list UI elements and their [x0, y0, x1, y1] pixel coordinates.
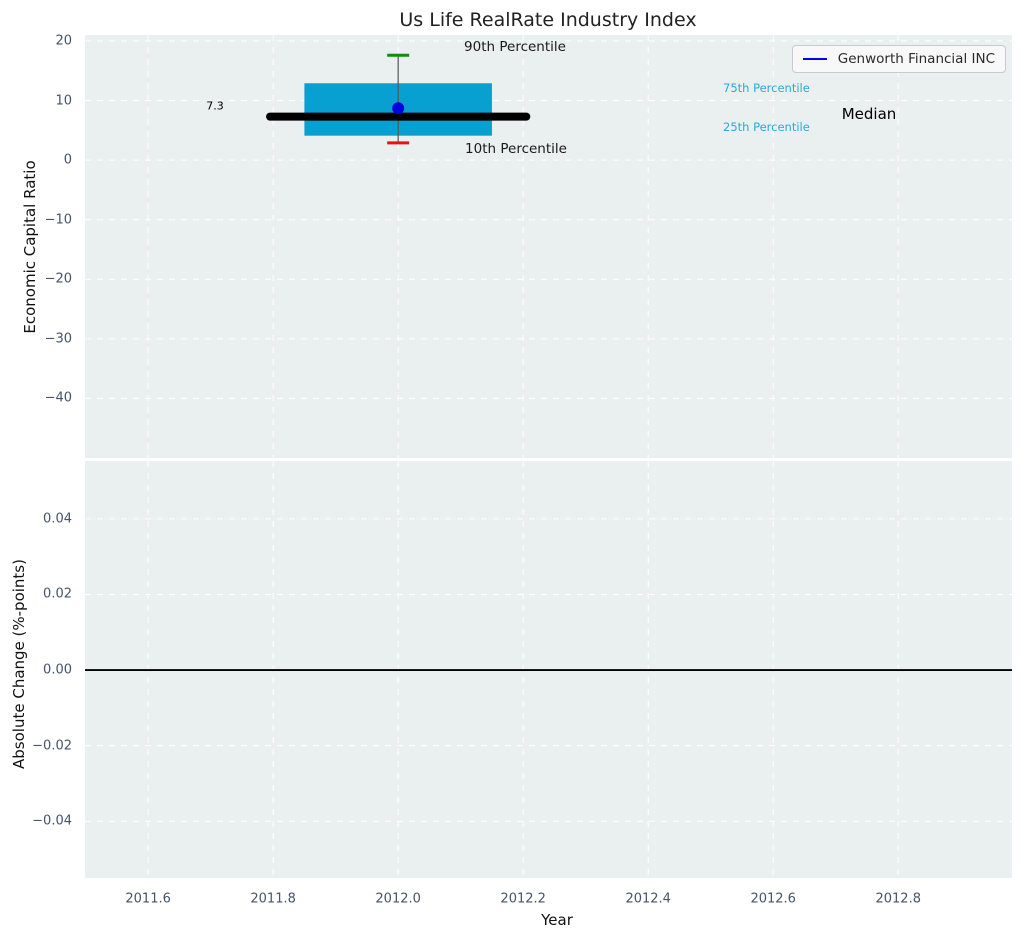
legend-label: Genworth Financial INC [837, 51, 995, 67]
y-tick-label-bottom: −0.04 [32, 813, 72, 829]
annotation-25th-percentile: 25th Percentile [723, 120, 810, 134]
annotation-median: Median [841, 105, 897, 123]
x-tick-label: 2012.0 [375, 891, 421, 907]
legend: Genworth Financial INC [792, 45, 1006, 73]
y-tick-label-bottom: 0.04 [43, 511, 72, 527]
legend-line-sample [803, 58, 827, 60]
x-tick-label: 2011.8 [250, 891, 296, 907]
x-tick-label: 2012.6 [750, 891, 796, 907]
company-point [392, 102, 405, 115]
x-tick-label: 2012.2 [500, 891, 546, 907]
x-tick-label: 2012.4 [625, 891, 671, 907]
y-tick-label-bottom: 0.02 [43, 586, 72, 602]
y-axis-label-top: Economic Capital Ratio [21, 160, 39, 334]
y-tick-label-top: 10 [55, 93, 72, 109]
annotation-90th-percentile: 90th Percentile [464, 39, 566, 55]
x-axis-label: Year [541, 911, 573, 929]
y-tick-label-bottom: −0.02 [32, 738, 72, 754]
x-tick-label: 2012.8 [875, 891, 921, 907]
y-axis-label-bottom: Absolute Change (%-points) [10, 559, 28, 769]
y-tick-label-top: −40 [44, 390, 72, 406]
plot-area-top [85, 35, 1012, 458]
y-tick-label-bottom: 0.00 [43, 662, 72, 678]
annotation-10th-percentile: 10th Percentile [465, 141, 567, 157]
y-tick-label-top: −20 [44, 271, 72, 287]
x-tick-label: 2011.6 [125, 891, 171, 907]
annotation-75th-percentile: 75th Percentile [723, 81, 810, 95]
y-tick-label-top: 0 [63, 152, 72, 168]
y-tick-label-top: 20 [55, 33, 72, 49]
y-tick-label-top: −10 [44, 212, 72, 228]
annotation-median-value: 7.3 [206, 99, 224, 113]
chart-title: Us Life RealRate Industry Index [399, 9, 697, 31]
y-tick-label-top: −30 [44, 331, 72, 347]
